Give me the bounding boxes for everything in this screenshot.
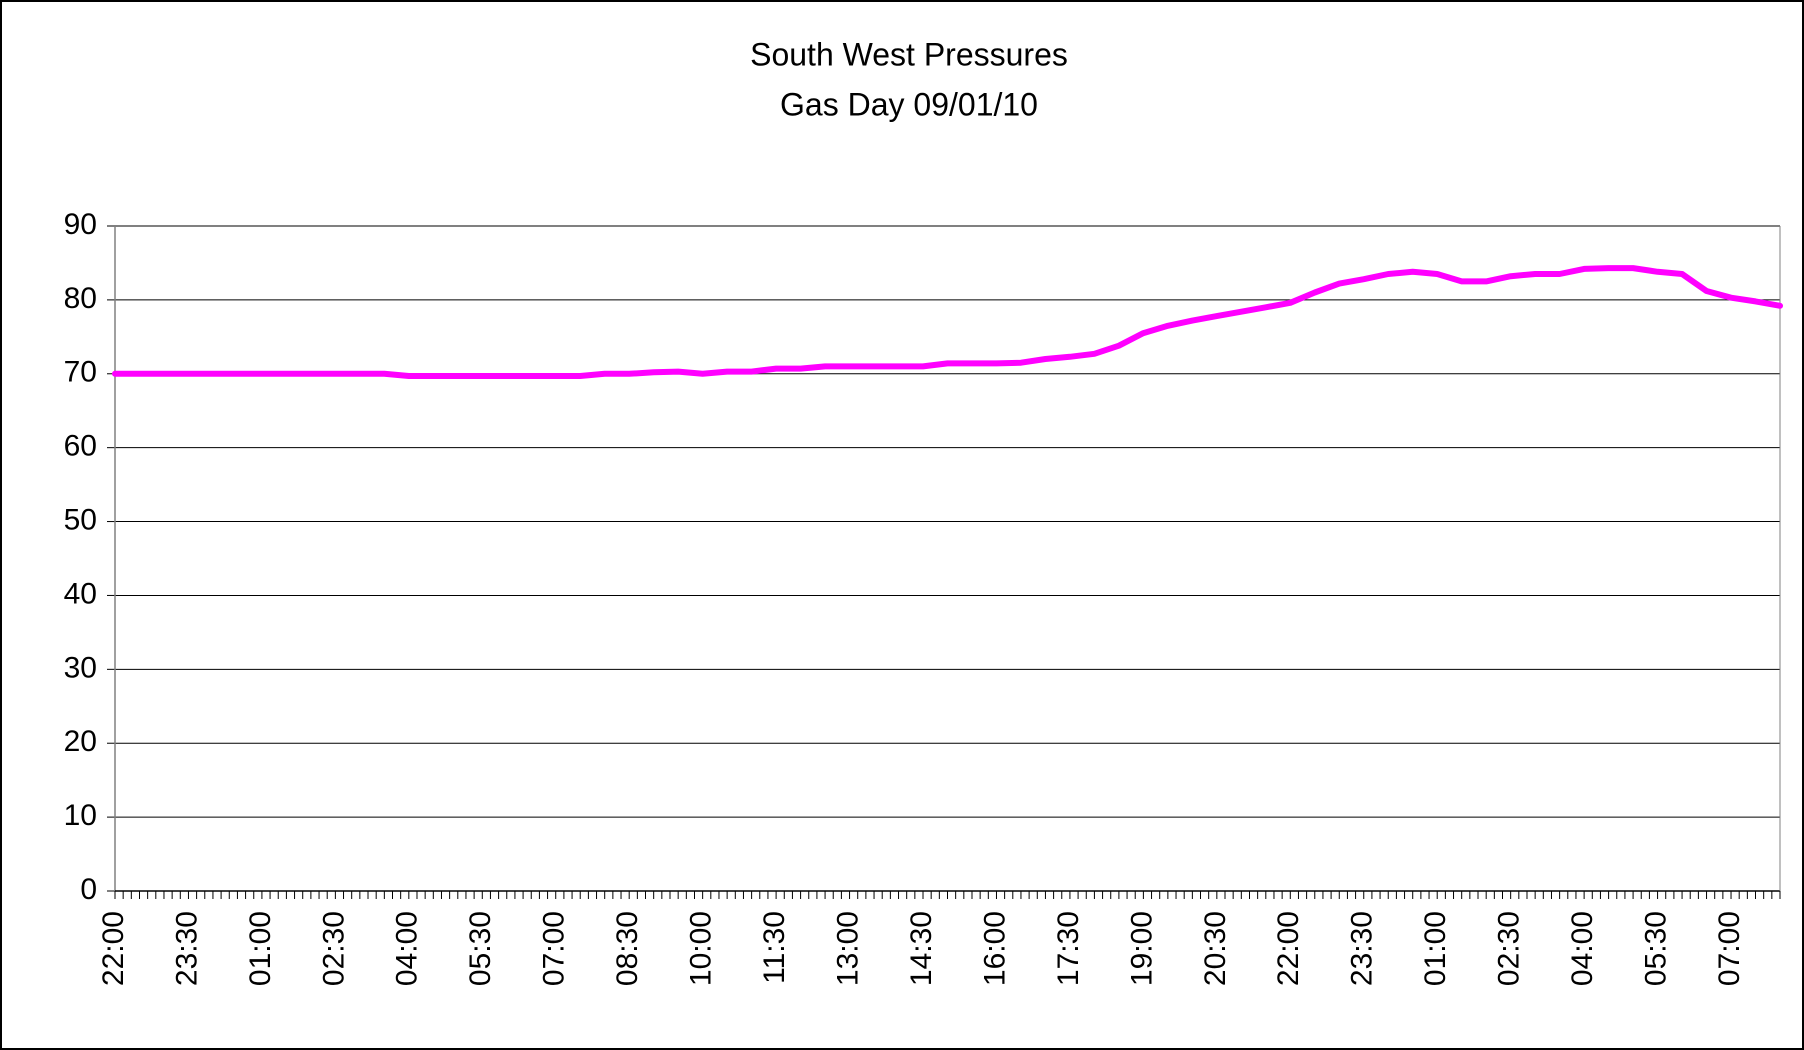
x-tick-label: 22:00 <box>1272 911 1305 986</box>
x-tick-label: 04:00 <box>391 911 424 986</box>
x-tick-label: 17:30 <box>1052 911 1085 986</box>
x-tick-label: 02:30 <box>1493 911 1526 986</box>
x-tick-label: 11:30 <box>758 911 791 984</box>
x-tick-label: 04:00 <box>1566 911 1599 986</box>
y-tick-label: 50 <box>64 503 97 536</box>
y-tick-label: 70 <box>64 356 97 389</box>
x-tick-label: 01:00 <box>244 911 277 986</box>
chart-subtitle: Gas Day 09/01/10 <box>780 86 1038 122</box>
y-tick-label: 80 <box>64 282 97 315</box>
x-tick-label: 23:30 <box>1346 911 1379 986</box>
y-tick-label: 10 <box>64 799 97 832</box>
x-tick-label: 08:30 <box>611 911 644 986</box>
x-tick-label: 16:00 <box>978 911 1011 986</box>
x-tick-label: 05:30 <box>464 911 497 986</box>
x-tick-label: 13:00 <box>831 911 864 986</box>
chart-title: South West Pressures <box>750 36 1068 72</box>
x-tick-label: 14:30 <box>905 911 938 986</box>
x-tick-label: 07:00 <box>538 911 571 986</box>
x-tick-label: 20:30 <box>1199 911 1232 986</box>
x-tick-label: 02:30 <box>317 911 350 986</box>
x-tick-label: 07:00 <box>1713 911 1746 986</box>
y-tick-label: 30 <box>64 651 97 684</box>
x-tick-label: 19:00 <box>1125 911 1158 986</box>
y-tick-label: 40 <box>64 577 97 610</box>
x-tick-label: 10:00 <box>685 911 718 986</box>
x-tick-label: 01:00 <box>1419 911 1452 986</box>
x-tick-label: 23:30 <box>170 911 203 986</box>
y-tick-label: 0 <box>80 873 97 906</box>
y-tick-label: 90 <box>64 208 97 241</box>
y-tick-label: 60 <box>64 430 97 463</box>
x-tick-label: 22:00 <box>97 911 130 986</box>
y-tick-label: 20 <box>64 725 97 758</box>
x-tick-label: 05:30 <box>1639 911 1672 986</box>
line-series <box>112 265 1783 379</box>
